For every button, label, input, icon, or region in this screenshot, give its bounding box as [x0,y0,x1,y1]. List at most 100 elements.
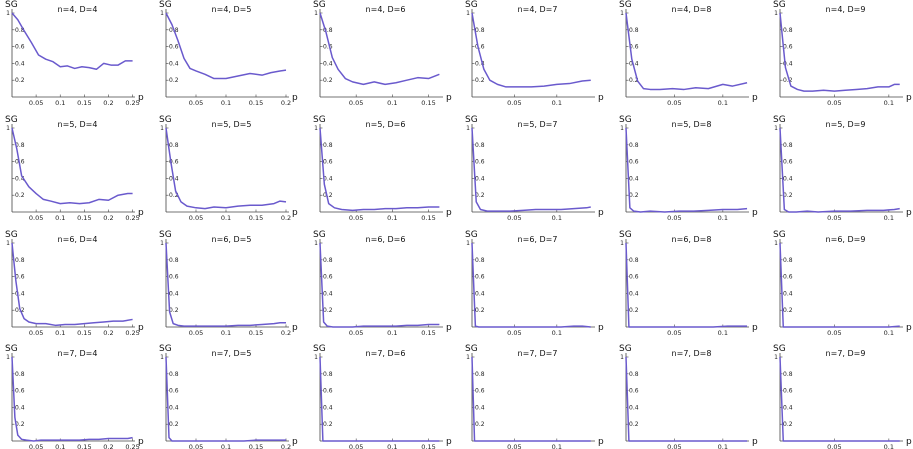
x-tick-label: 0.1 [718,214,728,222]
y-tick-label: 0.8 [629,257,639,264]
x-tick-label: 0.1 [55,214,65,222]
x-tick-label: 0.25 [125,99,139,107]
series-line [11,127,133,205]
y-tick-label: 0.2 [783,307,793,314]
x-tick-label: 0.05 [667,443,681,449]
x-axis-label: p [446,437,452,447]
y-tick-label: 0.6 [475,44,485,51]
y-tick-label: 1 [160,354,164,361]
x-tick-label: 0.05 [189,329,203,337]
x-axis-label: p [752,323,758,333]
y-tick-label: 0.4 [475,175,485,182]
panel-title: n=7, D=6 [366,349,406,358]
series-line [165,356,286,442]
y-tick-label: 0.4 [783,175,793,182]
y-tick-label: 1 [774,10,778,17]
series-line [319,356,440,442]
y-tick-label: 0.2 [783,192,793,199]
y-tick-label: 0.4 [169,60,179,67]
y-tick-label: 0.2 [783,421,793,428]
x-axis-label: p [292,323,298,333]
y-tick-label: 0.8 [323,27,333,34]
panel-title: n=4, D=6 [366,5,406,14]
x-tick-label: 0.15 [249,443,263,449]
y-tick-label: 0.6 [323,388,333,395]
x-axis-label: p [752,208,758,218]
y-tick-label: 1 [466,240,470,247]
y-tick-label: 0.4 [323,404,333,411]
x-tick-label: 0.1 [552,329,562,337]
x-tick-label: 0.15 [421,214,435,222]
series-line [471,356,591,442]
y-tick-label: 0.4 [629,175,639,182]
panel-title: n=4, D=5 [212,5,252,14]
x-tick-label: 0.2 [103,214,113,222]
y-tick-label: 1 [620,354,624,361]
y-tick-label: 1 [160,10,164,17]
x-tick-label: 0.1 [718,99,728,107]
x-tick-label: 0.2 [281,329,291,337]
x-tick-label: 0.1 [884,443,894,449]
panel-title: n=5, D=6 [366,120,406,129]
panel-title: n=4, D=8 [672,5,712,14]
x-tick-label: 0.1 [55,443,65,449]
x-axis-label: p [598,323,604,333]
panel-title: n=6, D=4 [58,235,98,244]
x-tick-label: 0.15 [77,99,91,107]
x-tick-label: 0.05 [349,99,363,107]
y-tick-label: 0.2 [323,307,333,314]
y-tick-label: 0.2 [629,192,639,199]
y-tick-label: 0.8 [323,142,333,149]
y-tick-label: 1 [466,10,470,17]
panel-14: SG p n=6, D=5 0.2 0.4 0.6 0.8 1 0.05 0.1 0.15 0.2 [159,230,298,337]
y-tick-label: 1 [314,354,318,361]
x-tick-label: 0.2 [281,443,291,449]
x-tick-label: 0.1 [55,329,65,337]
y-axis-label: SG [773,115,786,125]
x-axis-label: p [752,93,758,103]
series-line [779,242,900,328]
y-axis-label: SG [465,0,478,10]
y-tick-label: 0.8 [475,371,485,378]
x-axis-label: p [906,208,912,218]
x-tick-label: 0.1 [884,214,894,222]
y-tick-label: 0.4 [323,175,333,182]
y-tick-label: 0.2 [475,307,485,314]
y-tick-label: 0.6 [15,274,25,281]
panel-5: SG p n=4, D=8 0.2 0.4 0.6 0.8 1 0.05 0.1 [619,0,758,107]
y-tick-label: 0.8 [15,27,25,34]
y-tick-label: 0.2 [169,307,179,314]
panel-24: SG p n=7, D=9 0.2 0.4 0.6 0.8 1 0.05 0.1 [773,344,912,449]
x-tick-label: 0.05 [189,214,203,222]
x-axis-label: p [446,323,452,333]
y-tick-label: 0.2 [475,421,485,428]
x-tick-label: 0.15 [249,99,263,107]
panel-title: n=7, D=7 [518,349,558,358]
y-tick-label: 0.2 [475,77,485,84]
y-tick-label: 0.2 [169,192,179,199]
y-tick-label: 1 [314,240,318,247]
panel-4: SG p n=4, D=7 0.2 0.4 0.6 0.8 1 0.05 0.1 [465,0,604,107]
y-tick-label: 1 [774,354,778,361]
series-line [625,242,748,328]
panel-23: SG p n=7, D=8 0.2 0.4 0.6 0.8 1 0.05 0.1 [619,344,758,449]
y-tick-label: 1 [160,125,164,132]
panel-title: n=6, D=9 [826,235,866,244]
y-tick-label: 0.6 [475,159,485,166]
x-axis-label: p [598,93,604,103]
panel-title: n=6, D=8 [672,235,712,244]
y-tick-label: 0.6 [783,274,793,281]
x-tick-label: 0.25 [125,443,139,449]
y-axis-label: SG [159,230,172,240]
y-tick-label: 0.4 [169,404,179,411]
y-tick-label: 0.6 [629,159,639,166]
y-axis-label: SG [619,344,632,354]
y-tick-label: 0.6 [169,159,179,166]
y-tick-label: 0.4 [783,290,793,297]
y-axis-label: SG [619,0,632,10]
y-tick-label: 0.4 [629,290,639,297]
y-axis-label: SG [5,115,18,125]
x-tick-label: 0.2 [281,99,291,107]
